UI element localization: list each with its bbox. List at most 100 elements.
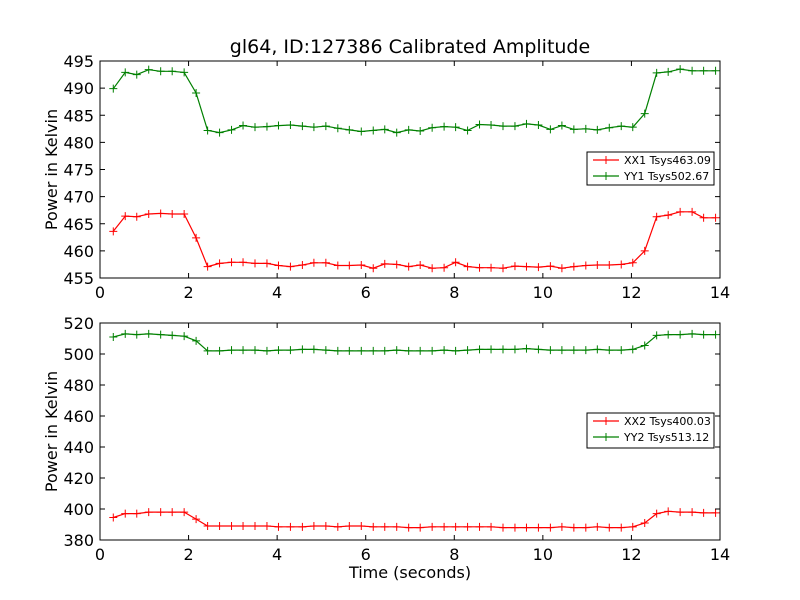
data-point-marker — [369, 522, 378, 531]
data-point-marker — [333, 346, 342, 355]
data-point-marker — [499, 523, 507, 532]
data-point-marker — [640, 341, 649, 350]
series-line — [113, 510, 716, 529]
top-panel-xx1-yy1: 0 2 4 6 8 10 12 14 455 460 465 470 475 480 485 490 495 Po… — [42, 52, 730, 302]
y-tick-label: 480 — [63, 133, 94, 152]
data-point-marker — [593, 345, 602, 354]
data-point-marker — [416, 346, 425, 355]
data-point-marker — [640, 109, 649, 118]
data-point-marker — [392, 522, 401, 531]
data-point-marker — [298, 260, 307, 269]
data-point-marker — [688, 329, 697, 338]
data-point-marker — [321, 346, 330, 355]
data-point-marker — [664, 67, 673, 76]
data-point-marker — [369, 346, 378, 355]
x-tick-label: 14 — [710, 283, 730, 302]
data-point-marker — [451, 522, 460, 531]
data-point-marker — [581, 261, 590, 270]
data-point-marker — [144, 329, 153, 338]
legend-marker — [602, 156, 610, 164]
data-point-marker — [180, 508, 189, 517]
data-point-marker — [309, 258, 318, 267]
data-point-marker — [251, 123, 259, 132]
series-line — [112, 68, 716, 134]
data-point-marker — [274, 522, 283, 531]
y-tick-label: 420 — [63, 469, 94, 488]
data-point-marker — [699, 330, 708, 339]
data-point-marker — [487, 345, 496, 354]
data-point-marker — [546, 262, 555, 271]
x-tick-label: 2 — [183, 283, 193, 302]
data-point-marker — [428, 123, 437, 132]
data-point-marker — [180, 332, 189, 341]
data-point-marker — [569, 523, 578, 532]
data-point-marker — [428, 522, 437, 531]
data-point-marker — [416, 260, 425, 269]
data-point-marker — [652, 509, 661, 518]
data-point-marker — [333, 522, 342, 531]
data-point-marker — [711, 508, 720, 517]
legend: XX2 Tsys400.03 YY2 Tsys513.12 — [586, 412, 715, 449]
data-point-marker — [416, 126, 425, 135]
data-point-marker — [581, 523, 590, 532]
data-point-marker — [617, 260, 626, 269]
data-point-marker — [522, 119, 531, 128]
data-point-marker — [286, 262, 295, 271]
y-tick-label: 380 — [63, 531, 94, 550]
data-point-marker — [404, 262, 413, 271]
legend-marker — [602, 433, 610, 441]
data-point-marker — [676, 330, 685, 339]
data-point-marker — [605, 346, 614, 355]
data-point-marker — [605, 123, 614, 132]
data-point-marker — [345, 522, 354, 531]
y-tick-label: 475 — [63, 161, 94, 180]
series-line — [113, 333, 716, 352]
data-point-marker — [262, 122, 271, 131]
data-point-marker — [688, 508, 697, 517]
data-point-marker — [463, 346, 472, 355]
legend: XX1 Tsys463.09 YY1 Tsys502.67 — [586, 151, 715, 186]
data-point-marker — [628, 345, 637, 354]
data-point-marker — [617, 122, 626, 131]
data-point-marker — [664, 507, 673, 516]
x-tick-label: 6 — [361, 283, 371, 302]
data-point-marker — [251, 259, 259, 268]
data-point-marker — [499, 345, 507, 354]
data-point-marker — [451, 123, 460, 132]
data-point-marker — [109, 84, 118, 93]
data-point-marker — [345, 346, 354, 355]
data-point-marker — [309, 123, 318, 132]
data-point-marker — [404, 523, 413, 532]
data-point-marker — [203, 346, 212, 355]
data-point-marker — [168, 67, 177, 76]
data-point-marker — [380, 259, 389, 268]
legend-label: YY1 Tsys502.67 — [623, 170, 709, 183]
legend-marker — [602, 172, 610, 180]
data-point-marker — [380, 125, 389, 134]
data-point-marker — [156, 209, 165, 218]
data-point-marker — [546, 523, 555, 532]
legend-box — [586, 151, 715, 186]
data-point-marker — [109, 332, 118, 341]
data-point-marker — [440, 522, 449, 531]
data-point-marker — [345, 261, 354, 270]
data-point-marker — [499, 122, 507, 131]
data-point-marker — [215, 346, 224, 355]
y-tick-label: 460 — [63, 242, 94, 261]
data-point-marker — [121, 509, 130, 518]
data-point-marker — [475, 522, 484, 531]
y-tick-label: 500 — [63, 345, 94, 364]
data-point-marker — [440, 263, 449, 272]
data-point-marker — [274, 121, 283, 130]
bottom-panel-xx2-yy2: 0 2 4 6 8 10 12 14 380 400 420 440 460 480 500 520 Power… — [42, 314, 730, 582]
x-tick-label: 6 — [361, 545, 371, 564]
data-point-marker — [380, 522, 389, 531]
y-axis-title: Power in Kelvin — [42, 371, 61, 492]
data-point-marker — [593, 260, 602, 269]
data-point-marker — [593, 522, 602, 531]
y-axis-title: Power in Kelvin — [42, 109, 61, 230]
data-point-marker — [510, 523, 519, 532]
data-point-marker — [286, 346, 295, 355]
y-tick-label: 520 — [63, 314, 94, 333]
